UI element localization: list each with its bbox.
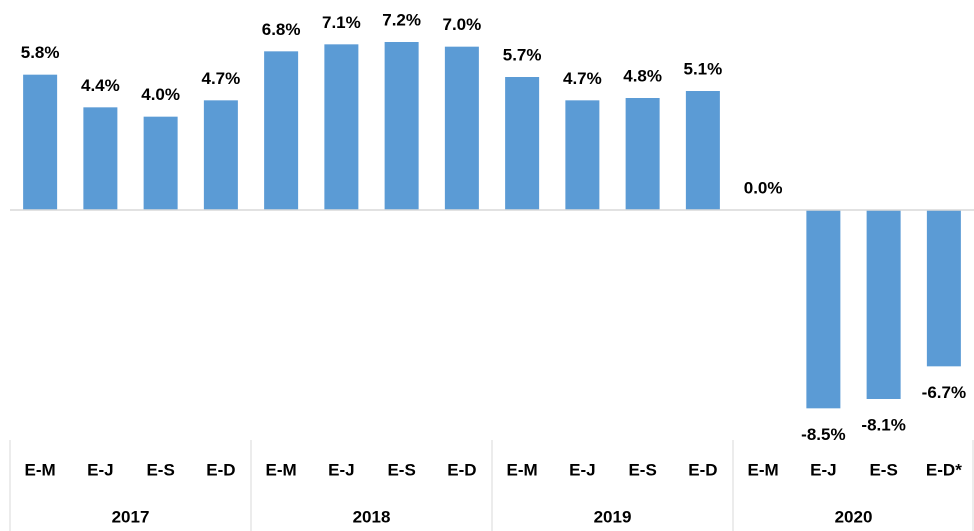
value-label: 4.7% [563, 69, 602, 88]
group-label: 2018 [353, 507, 391, 526]
bar [565, 100, 600, 210]
bar [143, 116, 178, 210]
x-tick-label: E-D [447, 460, 476, 479]
value-label: 7.2% [382, 10, 421, 29]
value-label: 5.8% [21, 43, 60, 62]
x-tick-label: E-S [869, 460, 897, 479]
bar [384, 42, 419, 210]
bar [926, 210, 961, 367]
bar [324, 44, 359, 211]
x-tick-label: E-S [387, 460, 415, 479]
value-label: 7.1% [322, 13, 361, 32]
x-tick-label: E-M [507, 460, 538, 479]
group-label: 2019 [594, 507, 632, 526]
x-tick-label: E-J [810, 460, 836, 479]
bar [203, 100, 238, 210]
value-label: -6.7% [922, 383, 966, 402]
x-tick-label: E-J [87, 460, 113, 479]
value-label: 5.7% [503, 45, 542, 64]
bar [83, 107, 118, 210]
bar [23, 74, 58, 211]
value-label: 4.4% [81, 76, 120, 95]
value-label: 4.0% [141, 85, 180, 104]
x-tick-label: E-J [328, 460, 354, 479]
bar [806, 210, 841, 409]
x-tick-label: E-D [688, 460, 717, 479]
x-tick-label: E-M [266, 460, 297, 479]
x-tick-label: E-S [146, 460, 174, 479]
value-label: 4.8% [623, 66, 662, 85]
value-label: 7.0% [443, 15, 482, 34]
group-label: 2017 [112, 507, 150, 526]
bar [505, 77, 540, 210]
x-tick-label: E-J [569, 460, 595, 479]
bar [625, 98, 660, 210]
value-label: 5.1% [684, 59, 723, 78]
value-label: 0.0% [744, 178, 783, 197]
bar [444, 46, 479, 210]
x-tick-label: E-M [25, 460, 56, 479]
x-tick-label: E-D [206, 460, 235, 479]
x-tick-label: E-S [628, 460, 656, 479]
x-tick-label: E-D* [926, 460, 962, 479]
bar [264, 51, 299, 211]
x-tick-label: E-M [748, 460, 779, 479]
value-label: 6.8% [262, 20, 301, 39]
value-label: 4.7% [202, 69, 241, 88]
bar [866, 210, 901, 399]
value-label: -8.5% [801, 425, 845, 444]
value-label: -8.1% [861, 415, 905, 434]
bar [685, 91, 720, 210]
group-label: 2020 [835, 507, 873, 526]
